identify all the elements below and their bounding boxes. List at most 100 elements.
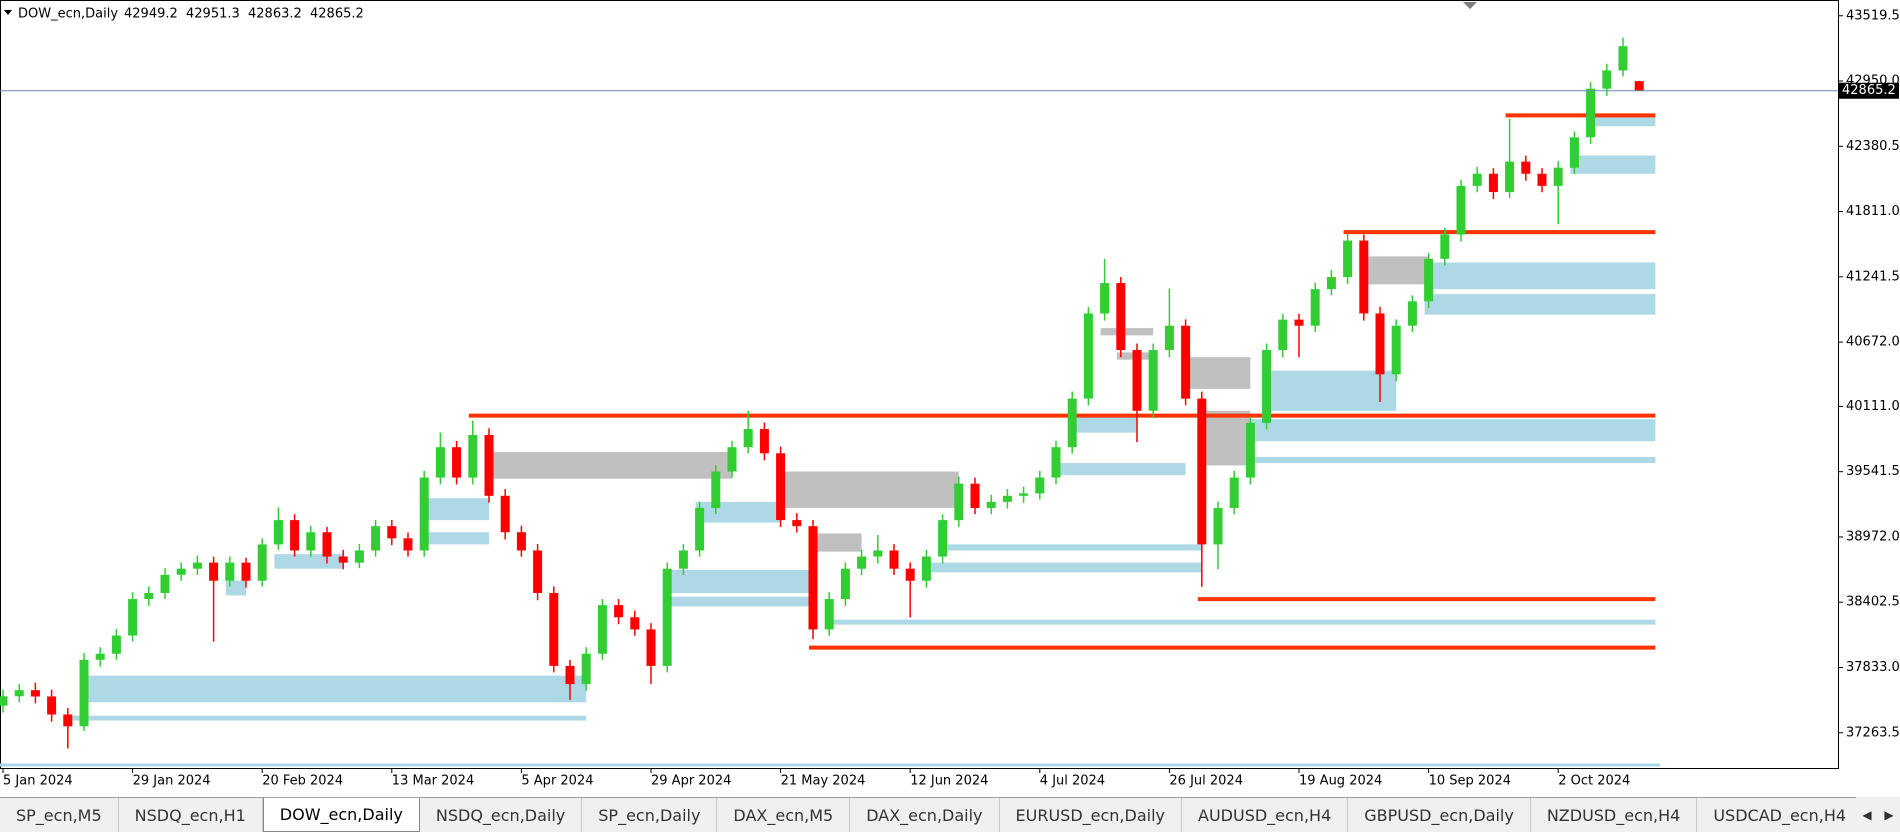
y-tick-label: 37833.0 bbox=[1846, 660, 1900, 675]
zone bbox=[274, 554, 344, 569]
candle-body bbox=[1634, 81, 1644, 91]
tab[interactable]: DAX_ecn,M5 bbox=[717, 798, 851, 832]
candle-body bbox=[711, 471, 721, 508]
candle-body bbox=[176, 568, 186, 575]
header-open: 42949.2 bbox=[124, 7, 178, 22]
scroll-left[interactable]: ◀ bbox=[1862, 807, 1872, 822]
tab[interactable]: AUDUSD_ecn,H4 bbox=[1182, 798, 1349, 832]
tab[interactable]: NSDQ_ecn,H1 bbox=[119, 798, 263, 832]
tab[interactable]: GBPUSD_ecn,Daily bbox=[1348, 798, 1531, 832]
candle-body bbox=[241, 562, 251, 581]
candle-body bbox=[144, 592, 154, 600]
candle-body bbox=[1488, 173, 1498, 192]
y-tick-label: 41811.0 bbox=[1846, 204, 1900, 219]
header-arrow bbox=[4, 10, 12, 15]
candle-body bbox=[727, 447, 737, 472]
y-tick-label: 38972.0 bbox=[1846, 529, 1900, 544]
x-tick-label: 29 Apr 2024 bbox=[651, 774, 731, 789]
candle-body bbox=[290, 520, 300, 551]
candle-body bbox=[257, 544, 267, 581]
tab[interactable]: NZDUSD_ecn,H4 bbox=[1531, 798, 1698, 832]
candle-body bbox=[1100, 283, 1110, 314]
header-high: 42951.3 bbox=[186, 7, 240, 22]
candle-body bbox=[824, 599, 834, 630]
candle-body bbox=[905, 568, 915, 581]
candle-body bbox=[273, 520, 283, 545]
zone bbox=[1424, 262, 1656, 290]
x-tick-label: 4 Jul 2024 bbox=[1040, 774, 1105, 789]
price-axis: 43519.542950.042380.541811.041241.540672… bbox=[0, 8, 1900, 789]
header-low: 42863.2 bbox=[248, 7, 302, 22]
candle-body bbox=[1456, 185, 1466, 235]
candle-body bbox=[371, 526, 381, 551]
candle-body bbox=[1197, 398, 1207, 545]
plot-frame bbox=[0, 0, 1839, 769]
candle-body bbox=[1586, 88, 1596, 138]
zone bbox=[1570, 155, 1656, 174]
candle-body bbox=[1132, 350, 1142, 411]
zone bbox=[1052, 463, 1186, 476]
price-label: 42865.2 bbox=[1842, 83, 1896, 98]
candle-body bbox=[921, 556, 931, 581]
x-tick-label: 10 Sep 2024 bbox=[1429, 774, 1511, 789]
candle-body bbox=[1067, 398, 1077, 448]
candle-body bbox=[1569, 137, 1579, 168]
candle-body bbox=[1294, 319, 1304, 326]
y-tick-label: 37263.5 bbox=[1846, 725, 1900, 740]
candle-body bbox=[759, 428, 769, 454]
candle-body bbox=[695, 507, 705, 551]
zone bbox=[1100, 328, 1154, 336]
zone bbox=[922, 562, 1202, 573]
zones bbox=[63, 116, 1656, 721]
candle-body bbox=[808, 526, 818, 630]
candle-body bbox=[95, 653, 105, 660]
zone bbox=[663, 569, 813, 593]
candle-body bbox=[1181, 325, 1191, 399]
candle-body bbox=[986, 501, 996, 508]
candle-body bbox=[1375, 313, 1385, 375]
candle-body bbox=[597, 605, 607, 654]
x-tick-label: 29 Jan 2024 bbox=[133, 774, 211, 789]
candle-body bbox=[549, 592, 559, 666]
candle-body bbox=[500, 495, 510, 533]
candle-body bbox=[1116, 283, 1126, 351]
scroll-right[interactable]: ▶ bbox=[1884, 807, 1894, 822]
zone bbox=[225, 580, 246, 596]
zone bbox=[420, 532, 489, 545]
zone bbox=[63, 715, 587, 721]
tab[interactable]: EURUSD_ecn,Daily bbox=[1000, 798, 1182, 832]
x-tick-label: 2 Oct 2024 bbox=[1558, 774, 1630, 789]
candle-body bbox=[322, 532, 332, 557]
candle-body bbox=[1618, 46, 1628, 71]
candle-body bbox=[128, 599, 138, 636]
candle-body bbox=[1521, 161, 1531, 174]
candle-body bbox=[889, 550, 899, 569]
candle-body bbox=[873, 550, 883, 557]
x-tick-label: 5 Apr 2024 bbox=[521, 774, 593, 789]
candles bbox=[0, 37, 1644, 749]
y-tick-label: 40672.0 bbox=[1846, 335, 1900, 350]
candle-body bbox=[192, 562, 202, 569]
zone bbox=[663, 596, 813, 607]
candle-body bbox=[1002, 495, 1012, 502]
tab[interactable]: DOW_ecn,Daily bbox=[262, 798, 420, 832]
tab[interactable]: NSDQ_ecn,Daily bbox=[420, 798, 583, 832]
x-tick-label: 19 Aug 2024 bbox=[1299, 774, 1382, 789]
tab[interactable]: SP_ecn,Daily bbox=[582, 798, 718, 832]
candle-body bbox=[387, 526, 397, 539]
x-tick-label: 20 Feb 2024 bbox=[262, 774, 343, 789]
candle-body bbox=[30, 690, 40, 697]
tab[interactable]: DAX_ecn,Daily bbox=[850, 798, 1000, 832]
zone bbox=[420, 498, 489, 521]
candle-body bbox=[954, 483, 964, 521]
candle-body bbox=[1083, 313, 1093, 399]
y-tick-label: 41241.5 bbox=[1846, 269, 1900, 284]
zone bbox=[938, 544, 1202, 551]
candle-body bbox=[468, 435, 478, 478]
candle-body bbox=[225, 562, 235, 581]
candle-body bbox=[338, 556, 348, 563]
candle-body bbox=[419, 477, 429, 551]
y-tick-label: 39541.5 bbox=[1846, 464, 1900, 479]
tab[interactable]: SP_ecn,M5 bbox=[0, 798, 119, 832]
tab[interactable]: USDCAD_ecn,H4 bbox=[1697, 798, 1864, 832]
